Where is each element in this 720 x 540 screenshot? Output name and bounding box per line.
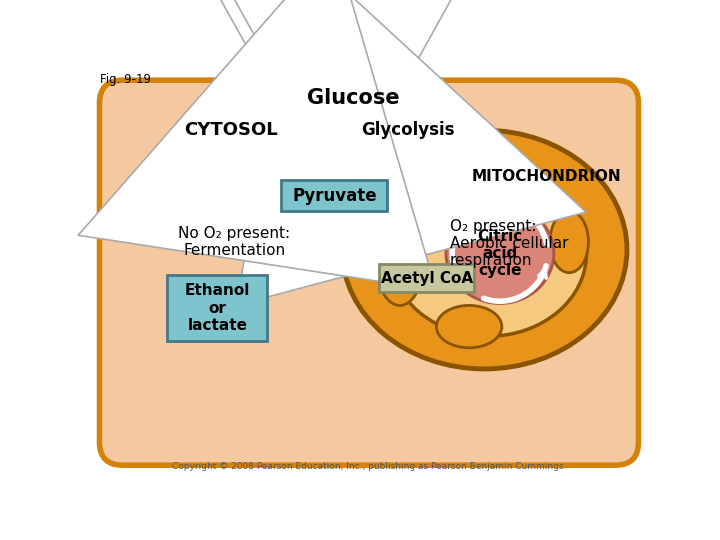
Ellipse shape xyxy=(390,171,587,336)
Text: Glucose: Glucose xyxy=(307,88,400,108)
Ellipse shape xyxy=(550,211,588,273)
Text: Pyruvate: Pyruvate xyxy=(292,187,377,205)
Text: Acetyl CoA: Acetyl CoA xyxy=(381,271,473,286)
Text: Copyright © 2008 Pearson Education, Inc., publishing as Pearson Benjamin Cumming: Copyright © 2008 Pearson Education, Inc.… xyxy=(172,462,566,471)
Text: Ethanol
or
lactate: Ethanol or lactate xyxy=(184,283,250,333)
Ellipse shape xyxy=(436,306,502,348)
Text: Citric
acid
cycle: Citric acid cycle xyxy=(477,228,523,278)
Text: O₂ present:
Aerobic cellular
respiration: O₂ present: Aerobic cellular respiration xyxy=(450,219,568,268)
Ellipse shape xyxy=(446,204,554,303)
Text: CYTOSOL: CYTOSOL xyxy=(184,122,278,139)
Text: MITOCHONDRION: MITOCHONDRION xyxy=(472,169,621,184)
Text: Glycolysis: Glycolysis xyxy=(361,122,455,139)
Text: Fig. 9-19: Fig. 9-19 xyxy=(99,72,150,85)
Ellipse shape xyxy=(342,130,627,369)
FancyBboxPatch shape xyxy=(99,80,639,465)
Text: No O₂ present:
Fermentation: No O₂ present: Fermentation xyxy=(178,226,290,258)
Ellipse shape xyxy=(377,225,423,306)
FancyBboxPatch shape xyxy=(167,275,267,341)
FancyBboxPatch shape xyxy=(282,180,387,211)
FancyBboxPatch shape xyxy=(379,264,474,292)
